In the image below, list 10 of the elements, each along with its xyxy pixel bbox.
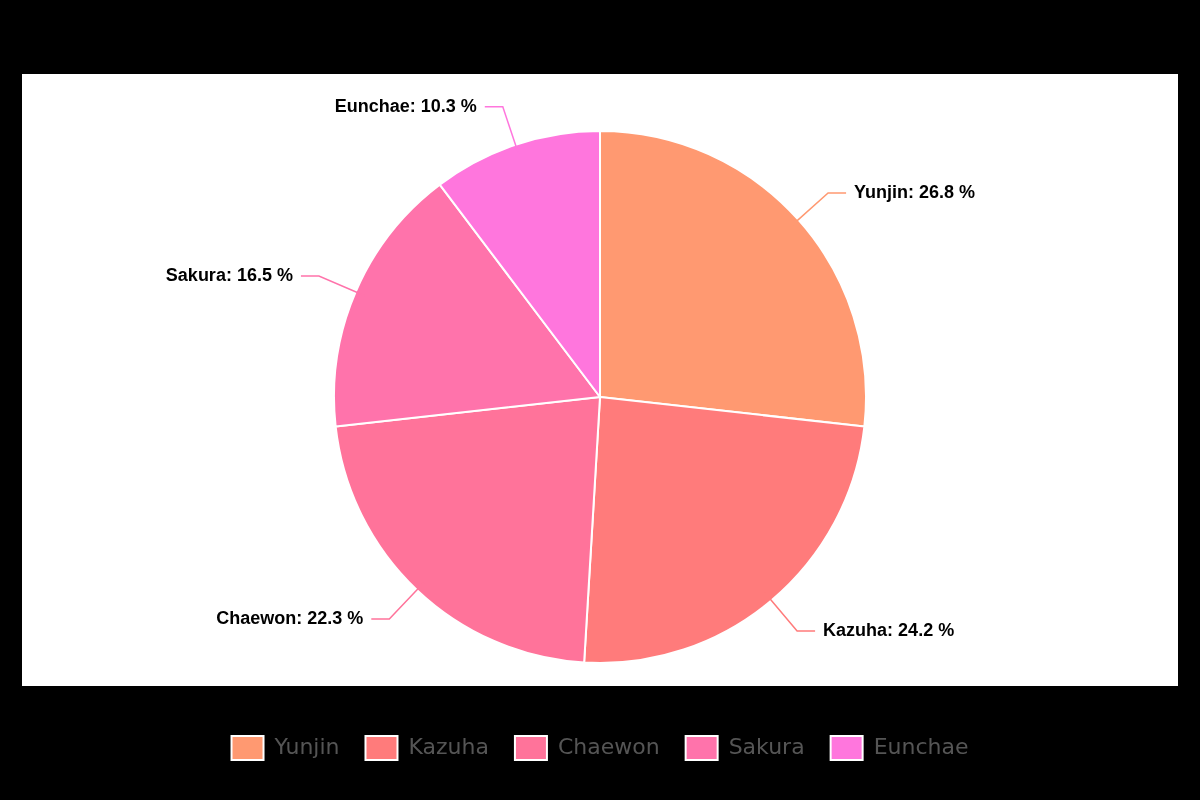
legend-label: Sakura [728,733,805,759]
data-label: Chaewon: 22.3 % [216,607,364,628]
data-label: Eunchae: 10.3 % [334,95,477,116]
legend-label: Eunchae [873,733,969,759]
legend-label: Kazuha [408,733,489,759]
data-label: Sakura: 16.5 % [165,265,293,285]
data-label: Kazuha: 24.2 % [823,620,955,641]
legend-label: Chaewon [557,733,660,759]
legend-label: Yunjin [273,733,340,759]
data-label: Yunjin: 26.8 % [854,181,976,202]
